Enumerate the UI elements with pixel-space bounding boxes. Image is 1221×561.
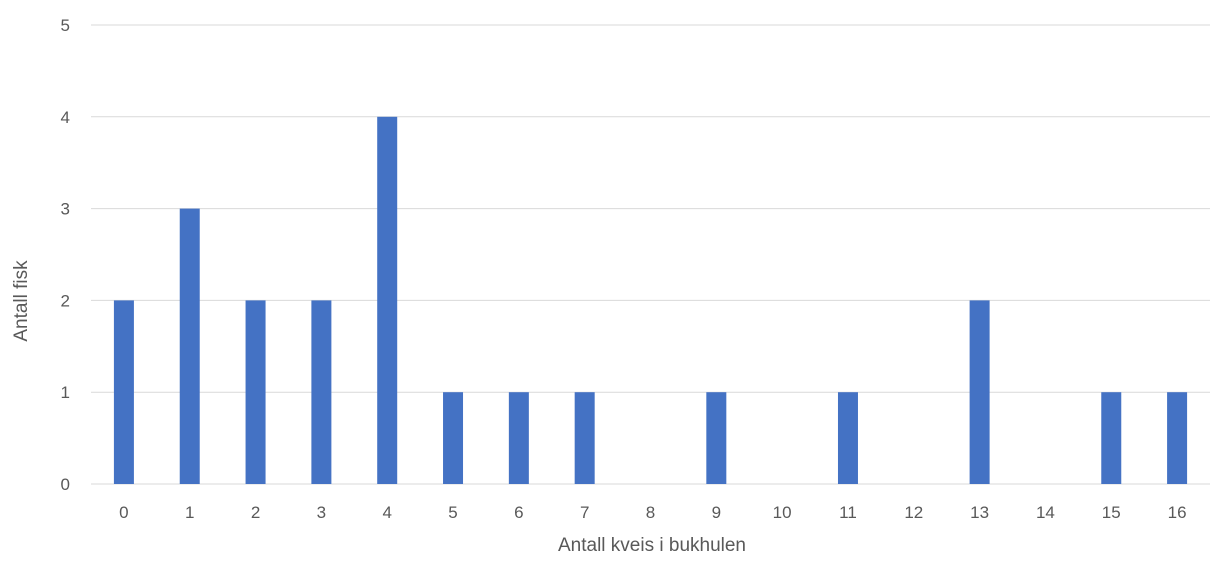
y-tick-label: 4 [61, 108, 70, 127]
bar [508, 392, 529, 484]
x-tick-label: 7 [580, 503, 589, 522]
x-tick-label: 16 [1168, 503, 1187, 522]
bar [245, 300, 266, 484]
x-tick-label: 8 [646, 503, 655, 522]
x-tick-label: 15 [1102, 503, 1121, 522]
y-tick-label: 5 [61, 16, 70, 35]
y-tick-label: 0 [61, 475, 70, 494]
x-axis-title: Antall kveis i bukhulen [558, 535, 746, 556]
bar [574, 392, 595, 484]
x-tick-label: 13 [970, 503, 989, 522]
x-tick-label: 1 [185, 503, 194, 522]
x-tick-label: 11 [839, 503, 857, 522]
bar [969, 300, 990, 484]
y-tick-label: 3 [61, 200, 70, 219]
bar [443, 392, 464, 484]
y-tick-labels: 0 1 2 3 4 5 [61, 16, 70, 494]
x-tick-label: 4 [382, 503, 391, 522]
bar [179, 208, 200, 484]
bar [377, 116, 398, 485]
bar [837, 392, 858, 484]
x-tick-label: 10 [773, 503, 792, 522]
x-tick-label: 2 [251, 503, 260, 522]
bar [113, 300, 134, 484]
grid-lines [91, 24, 1210, 485]
y-tick-label: 1 [61, 383, 70, 402]
y-tick-label: 2 [61, 291, 70, 310]
x-tick-label: 6 [514, 503, 523, 522]
x-tick-label: 5 [448, 503, 457, 522]
bar [1167, 392, 1188, 484]
bar [706, 392, 727, 484]
y-axis-title: Antall fisk [11, 260, 32, 342]
bars [113, 116, 1188, 485]
bar [311, 300, 332, 484]
x-tick-label: 12 [904, 503, 923, 522]
x-tick-label: 14 [1036, 503, 1055, 522]
x-tick-label: 3 [317, 503, 326, 522]
x-tick-label: 9 [712, 503, 721, 522]
x-tick-labels: 0 1 2 3 4 5 6 7 8 9 10 11 12 13 14 15 16 [119, 503, 1186, 522]
bar [1101, 392, 1122, 484]
x-tick-label: 0 [119, 503, 128, 522]
